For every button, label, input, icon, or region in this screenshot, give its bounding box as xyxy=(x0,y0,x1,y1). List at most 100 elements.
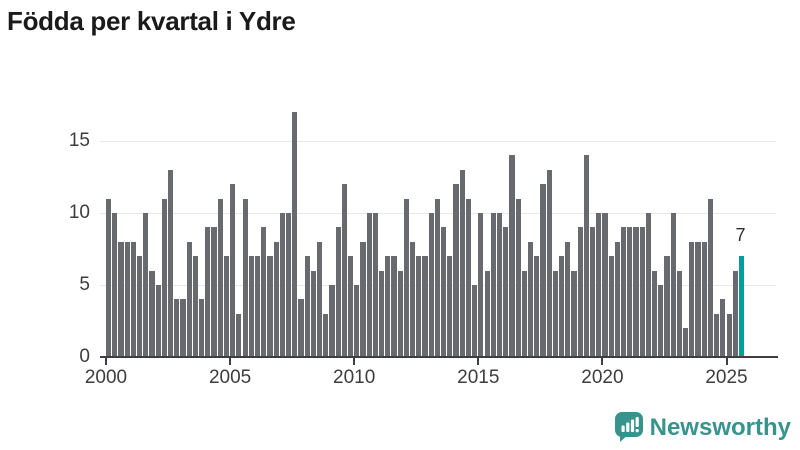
bar-2019-Q2 xyxy=(583,155,589,357)
bar-2001-Q2 xyxy=(137,256,143,357)
bar-2017-Q3 xyxy=(540,184,546,357)
y-axis-label-15: 15 xyxy=(68,130,90,151)
x-tick-2015 xyxy=(477,358,480,365)
bar-2025-Q3 xyxy=(738,256,745,357)
bar-2008-Q1 xyxy=(304,256,310,357)
x-axis-label-2005: 2005 xyxy=(208,367,252,388)
bar-2020-Q4 xyxy=(621,227,627,357)
bar-2000-Q1 xyxy=(106,198,112,357)
bar-2021-Q4 xyxy=(645,213,652,357)
bar-2000-Q2 xyxy=(112,213,118,357)
x-tick-2010 xyxy=(353,358,356,365)
gridline-15 xyxy=(100,141,776,142)
bar-2021-Q2 xyxy=(633,227,639,357)
bar-2022-Q2 xyxy=(658,285,664,357)
bar-2005-Q2 xyxy=(236,313,242,357)
bar-2015-Q3 xyxy=(490,213,496,357)
bar-2021-Q1 xyxy=(627,227,633,357)
bar-2007-Q1 xyxy=(279,213,285,357)
bar-2014-Q3 xyxy=(465,198,472,357)
bar-2023-Q4 xyxy=(695,241,701,357)
bar-2016-Q3 xyxy=(515,198,521,357)
bar-2010-Q3 xyxy=(366,213,372,357)
bar-2007-Q4 xyxy=(298,299,304,357)
bar-2010-Q1 xyxy=(354,285,360,357)
bar-2009-Q4 xyxy=(347,256,354,357)
bar-2017-Q2 xyxy=(534,256,540,357)
x-tick-2005 xyxy=(229,358,232,365)
bar-2017-Q4 xyxy=(546,169,552,357)
bar-2009-Q2 xyxy=(335,227,341,357)
x-tick-2025 xyxy=(725,358,728,365)
bar-2016-Q2 xyxy=(509,155,515,357)
bar-2003-Q3 xyxy=(192,256,199,357)
bar-2023-Q2 xyxy=(683,328,689,357)
x-tick-2020 xyxy=(601,358,604,365)
bar-2012-Q1 xyxy=(403,198,410,357)
bar-2016-Q4 xyxy=(521,270,527,357)
bar-2017-Q1 xyxy=(527,241,534,357)
bar-2014-Q4 xyxy=(472,285,478,357)
bar-2024-Q1 xyxy=(701,241,707,357)
bar-2006-Q2 xyxy=(261,227,267,357)
bar-2002-Q4 xyxy=(174,299,180,357)
bar-2013-Q4 xyxy=(447,256,453,357)
newsworthy-logo[interactable]: Newsworthy xyxy=(614,412,791,443)
bar-2002-Q2 xyxy=(161,198,168,357)
newsworthy-bubble-chart-icon xyxy=(614,412,643,443)
bar-2008-Q4 xyxy=(323,313,329,357)
bar-2014-Q1 xyxy=(453,184,459,357)
bar-2015-Q1 xyxy=(478,213,484,357)
bar-2011-Q1 xyxy=(379,270,385,357)
bar-2016-Q1 xyxy=(503,227,509,357)
x-axis-label-2025: 2025 xyxy=(705,367,748,388)
bar-2023-Q1 xyxy=(676,270,683,357)
bar-2011-Q3 xyxy=(391,256,397,357)
bar-2004-Q1 xyxy=(205,227,211,357)
bar-2024-Q3 xyxy=(714,313,720,357)
bar-2018-Q3 xyxy=(565,241,571,357)
bar-2008-Q3 xyxy=(316,241,323,357)
bar-2005-Q4 xyxy=(248,256,254,357)
bar-2023-Q3 xyxy=(689,241,695,357)
bar-2005-Q3 xyxy=(242,198,248,357)
y-axis-label-5: 5 xyxy=(79,274,90,295)
bar-2013-Q1 xyxy=(428,213,434,357)
last-bar-value-label: 7 xyxy=(735,225,746,246)
y-axis-label-10: 10 xyxy=(68,202,90,223)
x-axis-label-2000: 2000 xyxy=(84,367,128,388)
bar-2002-Q3 xyxy=(168,169,174,357)
bar-2022-Q4 xyxy=(670,213,676,357)
x-axis-label-2020: 2020 xyxy=(581,367,624,388)
bar-2006-Q3 xyxy=(267,256,273,357)
bar-2020-Q3 xyxy=(614,241,620,357)
bar-2018-Q1 xyxy=(552,270,558,357)
bar-2021-Q3 xyxy=(639,227,645,357)
page-title: Födda per kvartal i Ydre xyxy=(7,6,296,36)
bar-2003-Q1 xyxy=(180,299,186,357)
bar-2024-Q2 xyxy=(707,198,714,357)
newsworthy-logo-text: Newsworthy xyxy=(649,413,791,441)
bar-2011-Q2 xyxy=(385,256,391,357)
bar-2019-Q1 xyxy=(577,227,583,357)
bar-2007-Q2 xyxy=(285,213,292,357)
bar-2022-Q1 xyxy=(652,270,658,357)
x-tick-2000 xyxy=(105,358,107,365)
bar-2002-Q1 xyxy=(155,285,161,357)
bar-2000-Q4 xyxy=(124,241,130,357)
bar-2004-Q2 xyxy=(211,227,217,357)
bar-2010-Q2 xyxy=(360,241,366,357)
bar-2025-Q2 xyxy=(732,270,738,357)
bar-2000-Q3 xyxy=(118,241,124,357)
bar-2012-Q2 xyxy=(410,241,416,357)
bar-2014-Q2 xyxy=(459,169,465,357)
bar-2020-Q1 xyxy=(602,213,608,357)
bar-2013-Q2 xyxy=(434,198,441,357)
bar-2015-Q2 xyxy=(484,270,490,357)
bar-2018-Q4 xyxy=(571,270,577,357)
bar-2006-Q4 xyxy=(273,241,279,357)
bar-2008-Q2 xyxy=(310,270,316,357)
bar-2003-Q2 xyxy=(186,241,192,357)
x-axis-line xyxy=(100,356,778,358)
bar-2020-Q2 xyxy=(608,256,614,357)
